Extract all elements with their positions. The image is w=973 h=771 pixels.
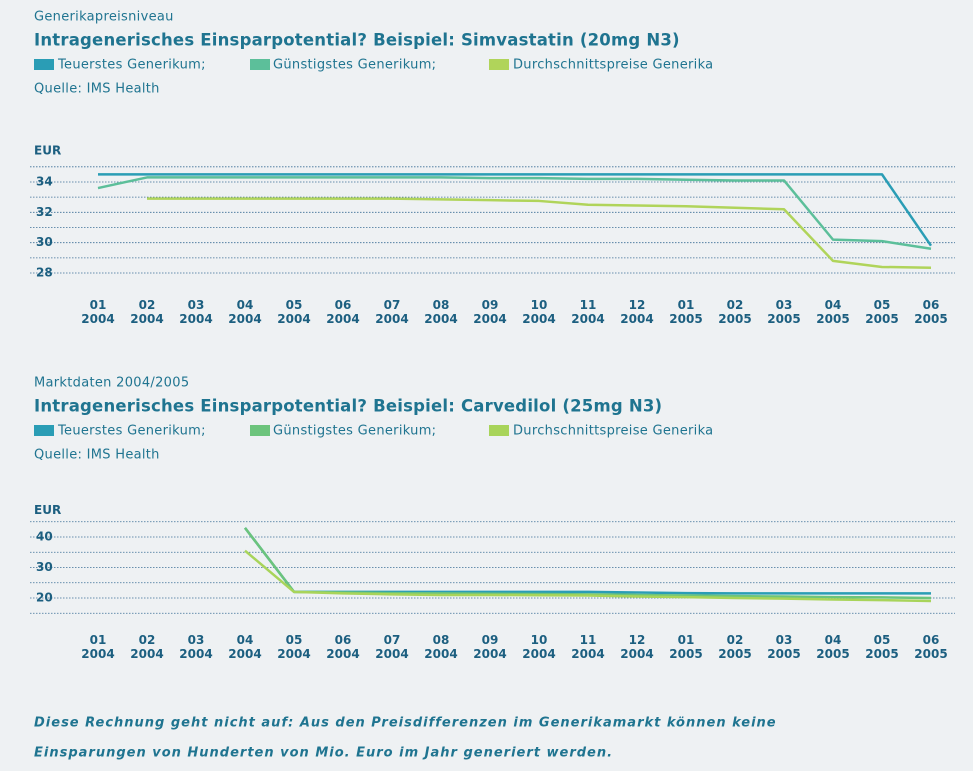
y-tick-label: 30 [36,235,53,249]
x-tick-label: 05 2005 [865,298,898,326]
legend-swatch [489,425,509,436]
legend-swatch [250,59,270,70]
y-tick-label: 30 [36,560,53,574]
x-tick-label: 09 2004 [473,298,506,326]
x-tick-label: 01 2004 [81,633,114,661]
x-tick-label: 12 2004 [620,633,653,661]
legend-label: Durchschnittspreise Generika [513,58,713,73]
y-tick-label: 28 [36,266,53,280]
x-tick-label: 10 2004 [522,633,555,661]
x-tick-label: 08 2004 [424,633,457,661]
x-tick-label: 01 2005 [669,298,702,326]
legend-swatch [34,59,54,70]
x-tick-label: 11 2004 [571,298,604,326]
legend-label: Günstigstes Generikum; [273,424,436,439]
x-tick-label: 07 2004 [375,298,408,326]
legend-label: Günstigstes Generikum; [273,58,436,73]
source: Quelle: IMS Health [34,82,160,97]
x-tick-label: 02 2004 [130,298,163,326]
x-tick-label: 03 2005 [767,633,800,661]
footer-line: Diese Rechnung geht nicht auf: Aus den P… [34,716,777,731]
legend-swatch [250,425,270,436]
x-tick-label: 05 2005 [865,633,898,661]
series-line [98,173,933,247]
x-tick-label: 03 2005 [767,298,800,326]
legend-swatch [34,425,54,436]
x-tick-label: 06 2005 [914,298,947,326]
x-tick-label: 11 2004 [571,633,604,661]
legend-label: Teuerstes Generikum; [57,58,206,73]
y-tick-label: 32 [36,205,53,219]
x-tick-label: 10 2004 [522,298,555,326]
overline: Marktdaten 2004/2005 [34,376,189,391]
x-tick-label: 05 2004 [277,298,310,326]
overline: Generikapreisniveau [34,10,174,25]
x-tick-label: 04 2004 [228,633,261,661]
series-line [147,197,932,269]
x-tick-label: 02 2005 [718,633,751,661]
x-tick-label: 08 2004 [424,298,457,326]
legend-label: Durchschnittspreise Generika [513,424,713,439]
x-tick-label: 03 2004 [179,298,212,326]
x-tick-label: 04 2004 [228,298,261,326]
x-tick-label: 03 2004 [179,633,212,661]
x-tick-label: 01 2004 [81,298,114,326]
legend-swatch [489,59,509,70]
x-tick-label: 06 2005 [914,633,947,661]
x-tick-label: 04 2005 [816,298,849,326]
series-line [244,549,932,603]
x-tick-label: 01 2005 [669,633,702,661]
x-tick-label: 02 2004 [130,633,163,661]
y-axis-label: EUR [34,144,61,158]
x-tick-label: 05 2004 [277,633,310,661]
source: Quelle: IMS Health [34,448,160,463]
chart-title: Intragenerisches Einsparpotential? Beisp… [34,31,680,50]
y-axis-label: EUR [34,503,61,517]
x-tick-label: 06 2004 [326,298,359,326]
x-tick-label: 02 2005 [718,298,751,326]
footer-line: Einsparungen von Hunderten von Mio. Euro… [34,746,613,761]
x-tick-label: 04 2005 [816,633,849,661]
y-tick-label: 20 [36,591,53,605]
legend-label: Teuerstes Generikum; [57,424,206,439]
series-line [97,176,932,250]
x-tick-label: 07 2004 [375,633,408,661]
chart-title: Intragenerisches Einsparpotential? Beisp… [34,397,662,416]
y-tick-label: 40 [36,530,53,544]
y-tick-label: 34 [36,174,53,188]
x-tick-label: 06 2004 [326,633,359,661]
x-tick-label: 12 2004 [620,298,653,326]
x-tick-label: 09 2004 [473,633,506,661]
